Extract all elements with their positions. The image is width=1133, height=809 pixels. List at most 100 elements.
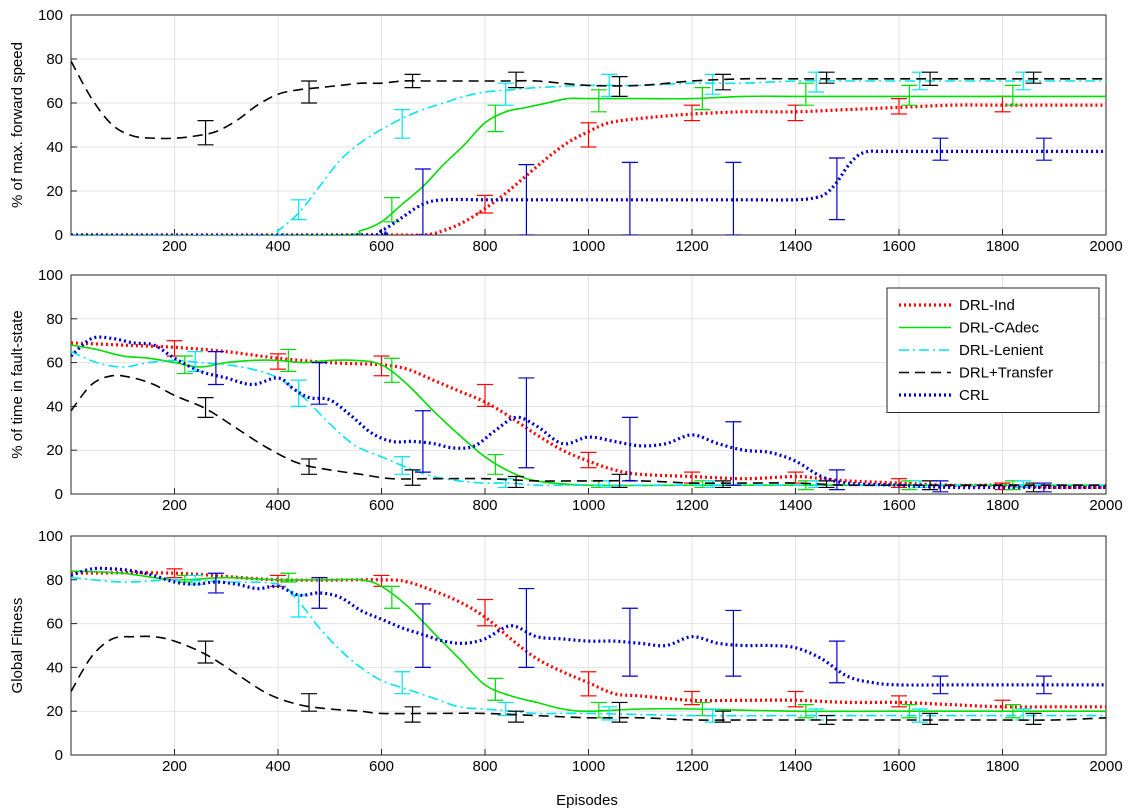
- series-line: [71, 566, 1106, 687]
- error-bar: [197, 640, 214, 664]
- error-bar: [487, 104, 504, 133]
- error-bar: [725, 161, 742, 235]
- legend-entry: DRL+Transfer: [959, 365, 1053, 382]
- error-bar: [818, 480, 835, 489]
- error-bar: [580, 671, 597, 697]
- series-line: [71, 635, 1106, 721]
- error-bar: [694, 480, 711, 489]
- error-bar: [197, 397, 214, 418]
- error-bar: [621, 416, 638, 482]
- error-bar: [373, 355, 390, 377]
- y-tick-label: 40: [46, 659, 63, 676]
- error-bar: [611, 75, 628, 98]
- y-tick-label: 40: [46, 139, 63, 156]
- error-bar: [601, 480, 618, 489]
- series-line: [71, 570, 1106, 713]
- error-bar: [932, 137, 949, 161]
- error-bar: [311, 362, 328, 405]
- legend-entry: DRL-Ind: [959, 297, 1015, 314]
- error-bar: [518, 587, 535, 669]
- error-bar: [932, 480, 949, 493]
- error-bar: [1004, 84, 1021, 106]
- error-bar: [580, 122, 597, 148]
- error-bar: [270, 353, 286, 370]
- series-drl-lenient: [71, 71, 1106, 235]
- legend: DRL-Ind DRL-CAdec DRL-Lenient DRL+Transfer C…: [886, 287, 1100, 413]
- y-tick-label: 100: [38, 7, 63, 24]
- x-tick-label: 200: [162, 758, 187, 775]
- plot-area: [71, 335, 1106, 493]
- x-tick-label: 800: [472, 497, 497, 514]
- error-bar: [414, 603, 431, 669]
- y-tick-label: 20: [46, 183, 63, 200]
- panel-2: 200 400 600 800 1000 1200 1400 1600 1800 2000 0 20 4…: [9, 267, 1123, 514]
- x-tick-label: 1600: [882, 758, 915, 775]
- y-tick-label: 40: [46, 398, 63, 415]
- x-tick-label: 800: [472, 238, 497, 255]
- error-bar: [404, 469, 421, 486]
- error-bar: [207, 351, 224, 386]
- error-bar: [818, 714, 835, 725]
- error-bar: [508, 475, 525, 489]
- error-bar: [922, 71, 939, 87]
- error-bar: [891, 695, 907, 708]
- error-bar: [301, 693, 318, 712]
- series-line: [71, 149, 1106, 235]
- x-tick-label: 1200: [675, 758, 708, 775]
- y-axis-label: % of time in fault-state: [9, 310, 26, 458]
- x-axis-label: Episodes: [556, 792, 618, 809]
- error-bar: [684, 690, 700, 706]
- error-bar: [797, 82, 814, 106]
- series-drl-cadec: [71, 82, 1106, 235]
- error-bar: [290, 199, 307, 221]
- series-line: [71, 95, 1106, 235]
- error-bar: [207, 572, 224, 594]
- error-bar: [787, 690, 804, 708]
- error-bar: [922, 712, 939, 725]
- series-line: [71, 344, 1106, 487]
- series-drl-cadec: [71, 344, 1106, 491]
- error-bar: [394, 456, 411, 475]
- x-tick-label: 400: [265, 758, 290, 775]
- x-tick-label: 600: [369, 238, 394, 255]
- series-crl: [71, 566, 1106, 695]
- error-bar: [684, 104, 700, 122]
- plot-area: [71, 566, 1106, 725]
- error-bar: [891, 97, 907, 115]
- x-tick-label: 1800: [986, 238, 1019, 255]
- error-bar: [187, 351, 204, 372]
- series-line: [71, 335, 1106, 490]
- y-axis-label: Global Fitness: [9, 598, 26, 694]
- error-bar: [508, 710, 525, 723]
- legend-entry: CRL: [959, 387, 989, 404]
- error-bar: [621, 607, 638, 677]
- panel-3: 200 400 600 800 1000 1200 1400 1600 1800 2000 0 20 4…: [9, 528, 1123, 775]
- error-bar: [477, 194, 493, 214]
- error-bar: [176, 574, 193, 583]
- panel-1: 200 400 600 800 1000 1200 1400 1600 1800 2000 0 20 4…: [9, 7, 1123, 255]
- x-tick-label: 1600: [882, 497, 915, 514]
- error-bar: [932, 675, 949, 695]
- error-bar: [477, 383, 493, 407]
- y-tick-label: 80: [46, 311, 63, 328]
- x-tick-label: 600: [369, 497, 394, 514]
- error-bar: [394, 108, 411, 139]
- error-bar: [590, 480, 607, 489]
- plot-area: [71, 60, 1106, 235]
- error-bar: [1035, 137, 1052, 161]
- error-bar: [518, 164, 535, 235]
- x-tick-label: 1400: [779, 758, 812, 775]
- x-tick-label: 2000: [1089, 758, 1122, 775]
- y-tick-label: 20: [46, 703, 63, 720]
- error-bar: [901, 84, 918, 106]
- error-bar: [715, 480, 732, 489]
- y-tick-label: 80: [46, 51, 63, 68]
- x-tick-label: 2000: [1089, 238, 1122, 255]
- series-drl-cadec: [71, 570, 1106, 719]
- y-tick-label: 100: [38, 528, 63, 545]
- x-tick-label: 1200: [675, 497, 708, 514]
- error-bar: [280, 572, 297, 583]
- error-bar: [694, 86, 711, 111]
- error-bar: [1025, 712, 1042, 725]
- error-bar: [487, 453, 504, 475]
